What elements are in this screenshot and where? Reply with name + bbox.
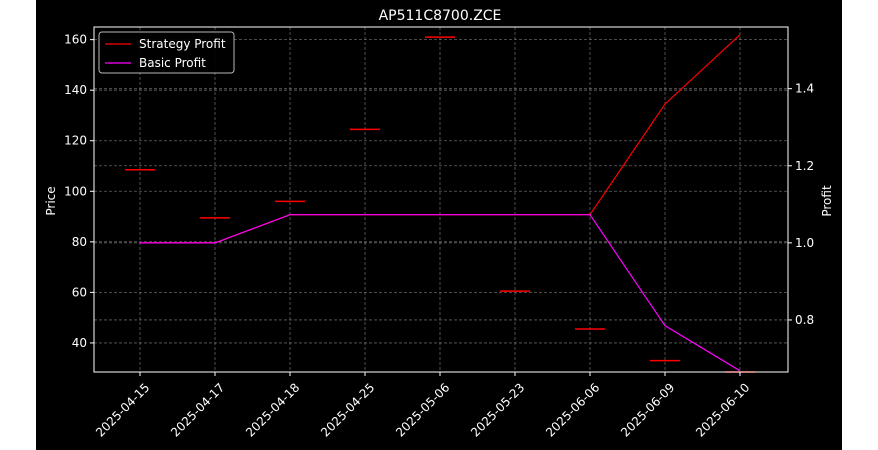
chart-figure: AP511C8700.ZCE Price Profit 40 60 80 100 120… [36, 0, 842, 450]
plot-frame [93, 26, 789, 373]
y-tick-label-left: 160 [64, 33, 87, 47]
y-tick-label-left: 140 [64, 83, 87, 97]
x-tick-label: 2025-04-15 [93, 380, 152, 439]
x-tick-label: 2025-05-23 [468, 380, 527, 439]
x-tick-label: 2025-04-18 [243, 380, 302, 439]
chart-title: AP511C8700.ZCE [379, 8, 502, 24]
y-tick-label-right: 0.8 [795, 313, 814, 327]
chart-svg: AP511C8700.ZCE Price Profit 40 60 80 100 120… [44, 8, 834, 440]
chart-marks [125, 34, 755, 373]
chart-legend: Strategy Profit Basic Profit [98, 31, 235, 74]
legend-box [98, 31, 235, 74]
y-tick-label-right: 1.0 [795, 236, 814, 250]
y-tick-label-right: 1.2 [795, 159, 814, 173]
y-axis-label-right: Profit [820, 185, 834, 217]
y-tick-label-left: 120 [64, 134, 87, 148]
x-tick-label: 2025-05-06 [393, 380, 452, 439]
x-tick-label: 2025-06-06 [543, 380, 602, 439]
x-tick-label: 2025-06-10 [693, 380, 752, 439]
grid-lines [94, 27, 788, 372]
x-tick-label: 2025-04-25 [318, 380, 377, 439]
y-tick-label-left: 60 [72, 285, 87, 299]
x-tick-label: 2025-06-09 [618, 380, 677, 439]
series-line-basic-profit [140, 214, 741, 372]
y-tick-label-left: 100 [64, 184, 87, 198]
legend-label: Strategy Profit [139, 37, 226, 51]
y-tick-label-right: 1.4 [795, 82, 814, 96]
y-tick-label-left: 40 [72, 336, 87, 350]
y-tick-label-left: 80 [72, 235, 87, 249]
x-tick-label: 2025-04-17 [168, 380, 227, 439]
y-axis-label-left: Price [44, 186, 58, 215]
legend-label: Basic Profit [139, 56, 206, 70]
